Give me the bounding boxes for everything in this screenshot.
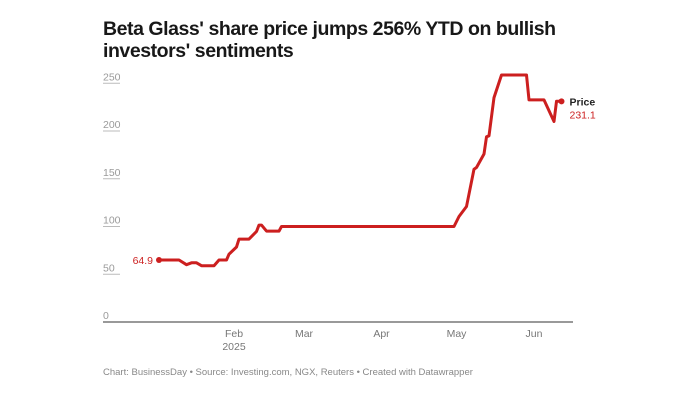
- start-point: [156, 257, 162, 264]
- x-tick-sublabel: 2025: [222, 341, 246, 353]
- y-axis: 0 50 100 150 200 250: [103, 71, 121, 322]
- x-tick-label: Jun: [526, 328, 543, 340]
- series-name-label: Price: [570, 96, 596, 108]
- start-value-label: 64.9: [133, 255, 154, 267]
- series-line-price: [159, 73, 562, 268]
- x-tick-label: Feb: [225, 328, 243, 340]
- end-value-label: 231.1: [570, 109, 596, 121]
- x-tick-label: Mar: [295, 328, 314, 340]
- y-tick-label: 200: [103, 119, 121, 131]
- end-point: [558, 98, 565, 105]
- y-tick-label: 250: [103, 71, 121, 83]
- chart-footer: Chart: BusinessDay • Source: Investing.c…: [103, 367, 473, 378]
- y-tick-label: 100: [103, 215, 121, 227]
- y-tick-label: 0: [103, 310, 109, 322]
- y-tick-label: 50: [103, 262, 115, 274]
- x-tick-label: May: [447, 328, 468, 340]
- chart-title: Beta Glass' share price jumps 256% YTD o…: [103, 18, 556, 62]
- x-tick-label: Apr: [373, 328, 390, 340]
- y-tick-label: 150: [103, 167, 121, 179]
